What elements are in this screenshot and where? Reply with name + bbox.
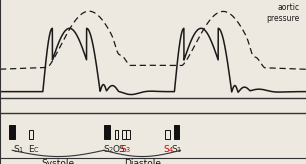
Text: Systole: Systole — [42, 159, 75, 164]
Text: 2: 2 — [109, 147, 113, 153]
Text: 3: 3 — [125, 147, 129, 153]
Bar — [126, 130, 130, 139]
Text: C: C — [33, 147, 38, 153]
Text: S: S — [171, 145, 177, 154]
Text: 4: 4 — [169, 147, 173, 153]
Bar — [122, 130, 126, 139]
Text: S: S — [103, 145, 109, 154]
Text: aortic
pressure: aortic pressure — [267, 3, 300, 23]
Text: S: S — [164, 145, 170, 154]
Text: 1: 1 — [19, 147, 23, 153]
Text: Diastole: Diastole — [124, 159, 161, 164]
Bar — [104, 125, 110, 139]
Text: 1: 1 — [177, 147, 181, 153]
Text: S: S — [13, 145, 19, 154]
Bar — [165, 130, 170, 139]
Bar — [29, 130, 33, 139]
Text: S: S — [120, 145, 126, 154]
Text: E: E — [28, 145, 34, 154]
Bar — [174, 125, 179, 139]
Bar — [115, 130, 118, 139]
Text: OS: OS — [112, 145, 125, 154]
Bar — [9, 125, 15, 139]
